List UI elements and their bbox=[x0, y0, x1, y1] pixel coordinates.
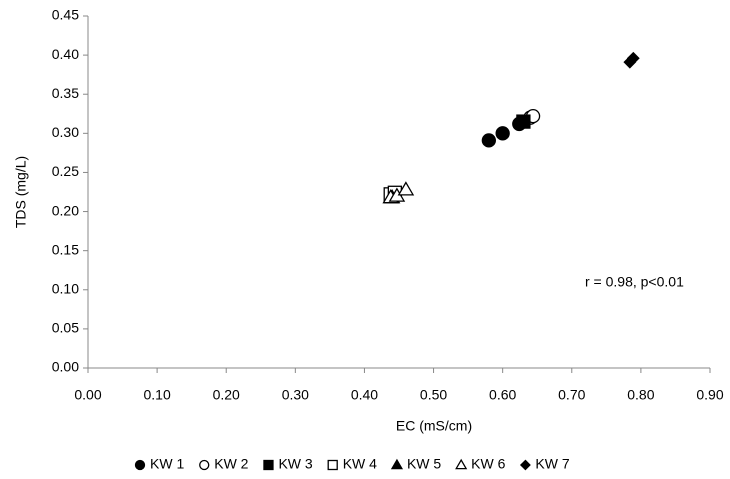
point bbox=[495, 126, 510, 141]
y-tick-label: 0.30 bbox=[52, 124, 79, 140]
legend-marker bbox=[263, 459, 274, 471]
x-tick-label: 0.50 bbox=[420, 387, 447, 403]
legend-label: KW 1 bbox=[150, 456, 184, 472]
legend-label: KW 6 bbox=[471, 456, 505, 472]
x-tick-label: 0.70 bbox=[558, 387, 585, 403]
legend-marker bbox=[455, 458, 468, 470]
legend-label: KW 7 bbox=[535, 456, 569, 472]
y-tick-label: 0.25 bbox=[52, 163, 79, 179]
point bbox=[481, 133, 496, 148]
point bbox=[397, 181, 415, 196]
x-axis-label: EC (mS/cm) bbox=[396, 418, 472, 434]
legend-marker bbox=[519, 459, 531, 471]
y-tick-label: 0.40 bbox=[52, 46, 79, 62]
x-tick-label: 0.60 bbox=[489, 387, 516, 403]
x-tick-label: 0.40 bbox=[351, 387, 378, 403]
y-tick-label: 0.00 bbox=[52, 359, 79, 375]
legend-label: KW 4 bbox=[343, 456, 377, 472]
x-tick-label: 0.10 bbox=[143, 387, 170, 403]
y-tick-label: 0.15 bbox=[52, 241, 79, 257]
legend-marker bbox=[134, 459, 146, 471]
legend-label: KW 3 bbox=[278, 456, 312, 472]
y-tick-label: 0.45 bbox=[52, 7, 79, 23]
x-tick-label: 0.90 bbox=[696, 387, 723, 403]
legend-label: KW 5 bbox=[407, 456, 441, 472]
y-tick-label: 0.20 bbox=[52, 202, 79, 218]
x-tick-label: 0.80 bbox=[627, 387, 654, 403]
legend-label: KW 2 bbox=[214, 456, 248, 472]
x-tick-label: 0.20 bbox=[213, 387, 240, 403]
y-tick-label: 0.05 bbox=[52, 320, 79, 336]
legend-marker bbox=[327, 459, 338, 471]
x-tick-label: 0.30 bbox=[282, 387, 309, 403]
y-axis-label: TDS (mg/L) bbox=[13, 156, 29, 228]
legend-marker bbox=[390, 458, 404, 470]
legend-marker bbox=[199, 459, 210, 471]
point bbox=[516, 114, 531, 129]
annotation: r = 0.98, p<0.01 bbox=[585, 274, 684, 290]
y-tick-label: 0.10 bbox=[52, 280, 79, 296]
point bbox=[626, 51, 640, 65]
y-tick-label: 0.35 bbox=[52, 85, 79, 101]
x-tick-label: 0.00 bbox=[74, 387, 101, 403]
